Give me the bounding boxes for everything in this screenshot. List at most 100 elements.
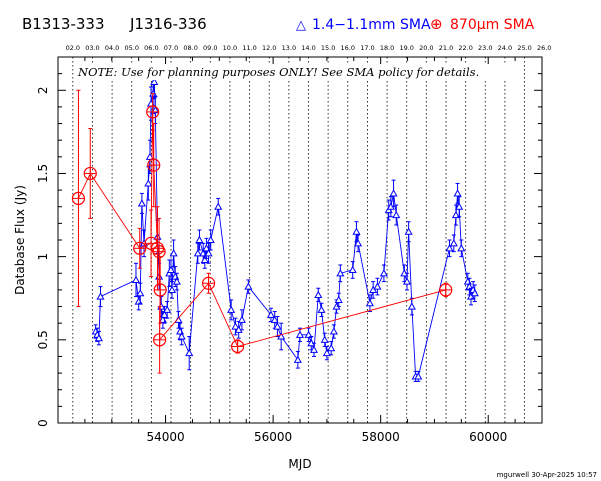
- top-axis-label: 12.0: [262, 44, 276, 52]
- data-point-triangle: [94, 333, 103, 342]
- data-point-triangle: [304, 330, 313, 338]
- top-axis-label: 25.0: [517, 44, 531, 52]
- data-point-triangle: [177, 332, 186, 340]
- x-axis-label: MJD: [288, 457, 311, 471]
- top-axis-label: 13.0: [282, 44, 296, 52]
- top-axis: 02.0 03.0 04.0 05.0 06.0 07.0 08.0 09.0 10.0 11.0…: [66, 44, 552, 52]
- data-point-triangle: [320, 335, 329, 343]
- data-point-triangle: [455, 202, 464, 210]
- data-point-triangle: [379, 269, 388, 277]
- data-point-triangle: [273, 322, 282, 330]
- top-axis-label: 20.0: [419, 44, 433, 52]
- data-point-triangle: [160, 310, 169, 318]
- top-axis-label: 18.0: [380, 44, 394, 52]
- axis-ticks: 54000 56000 58000 60000 0 0.5 1 1.5 2: [36, 56, 543, 444]
- data-point-triangle: [237, 315, 246, 323]
- data-point-triangle: [227, 305, 236, 313]
- data-point-triangle: [270, 315, 279, 323]
- data-point-triangle: [144, 179, 153, 187]
- footer-stamp: mgurwell 30-Apr-2025 10:57: [497, 471, 597, 479]
- data-point-triangle: [167, 285, 177, 293]
- legend-red-label: 870μm SMA: [450, 17, 535, 33]
- data-point-triangle: [136, 289, 145, 297]
- top-axis-label: 17.0: [360, 44, 374, 52]
- data-point-triangle: [365, 298, 374, 307]
- data-point-triangle: [336, 269, 345, 277]
- data-point-triangle: [200, 255, 209, 264]
- series-870um: [71, 89, 453, 374]
- x-tick-label: 54000: [146, 430, 184, 444]
- data-point-triangle: [449, 239, 458, 247]
- top-axis-label: 10.0: [223, 44, 237, 52]
- data-point-triangle: [131, 275, 141, 283]
- data-point-triangle: [453, 189, 462, 197]
- y-tick-label: 2: [36, 86, 50, 94]
- top-axis-label: 03.0: [85, 44, 99, 52]
- legend-blue-icon: △: [296, 18, 306, 33]
- data-point-triangle: [445, 244, 454, 252]
- top-axis-label: 14.0: [301, 44, 315, 52]
- data-point-triangle: [204, 249, 213, 257]
- planning-note: NOTE: Use for planning purposes ONLY! Se…: [77, 65, 479, 79]
- source-name-1: B1313-333: [22, 15, 105, 33]
- data-point-triangle: [348, 265, 357, 274]
- top-axis-label: 15.0: [321, 44, 335, 52]
- data-point-triangle: [266, 310, 276, 318]
- data-point-triangle: [334, 295, 343, 303]
- y-axis-label: Database Flux (Jy): [13, 185, 27, 295]
- data-point-triangle: [172, 277, 181, 285]
- data-point-triangle: [373, 282, 382, 290]
- top-axis-label: 05.0: [124, 44, 138, 52]
- data-point-triangle: [327, 343, 336, 352]
- data-point-triangle: [414, 372, 423, 380]
- data-point-triangle: [402, 277, 412, 285]
- data-point-triangle: [317, 305, 326, 313]
- data-point-triangle: [150, 77, 159, 86]
- top-axis-label: 02.0: [66, 44, 80, 52]
- data-point-triangle: [214, 202, 223, 210]
- y-tick-label: 1: [36, 253, 50, 261]
- top-axis-label: 24.0: [498, 44, 512, 52]
- data-point-triangle: [295, 330, 305, 338]
- data-point-triangle: [166, 265, 175, 274]
- data-point-triangle: [352, 227, 361, 235]
- data-point-triangle: [231, 322, 240, 330]
- data-point-triangle: [195, 235, 204, 244]
- data-point-triangle: [314, 290, 323, 298]
- top-axis-label: 26.0: [537, 44, 551, 52]
- top-axis-label: 11.0: [242, 44, 256, 52]
- data-point-triangle: [185, 348, 194, 357]
- data-point-triangle: [392, 210, 401, 219]
- data-point-triangle: [137, 199, 146, 207]
- y-tick-label: 0: [36, 419, 50, 427]
- data-point-triangle: [322, 348, 331, 357]
- data-point-triangle: [163, 305, 172, 313]
- series-line: [77, 111, 446, 348]
- top-axis-label: 06.0: [144, 44, 158, 52]
- data-point-triangle: [244, 282, 253, 290]
- data-point-triangle: [277, 332, 286, 340]
- data-point-triangle: [354, 239, 363, 247]
- data-point-triangle: [151, 106, 160, 114]
- data-point-triangle: [404, 227, 413, 235]
- data-point-triangle: [145, 152, 155, 160]
- data-point-triangle: [389, 189, 398, 197]
- data-point-triangle: [96, 292, 105, 300]
- top-axis-label: 22.0: [458, 44, 472, 52]
- top-axis-label: 21.0: [439, 44, 453, 52]
- y-tick-label: 1.5: [36, 164, 50, 183]
- data-point-triangle: [309, 345, 319, 353]
- top-axis-label: 08.0: [183, 44, 197, 52]
- legend-blue-label: 1.4−1.1mm SMA: [312, 17, 431, 33]
- legend-red-icon: ⊕: [430, 15, 443, 33]
- top-axis-label: 07.0: [164, 44, 178, 52]
- top-axis-label: 09.0: [203, 44, 217, 52]
- x-tick-label: 60000: [469, 430, 507, 444]
- data-point-triangle: [465, 282, 474, 290]
- x-tick-label: 56000: [254, 430, 292, 444]
- data-point-triangle: [407, 302, 416, 310]
- data-point-triangle: [451, 210, 461, 219]
- data-point-triangle: [176, 327, 185, 335]
- x-tick-label: 58000: [362, 430, 400, 444]
